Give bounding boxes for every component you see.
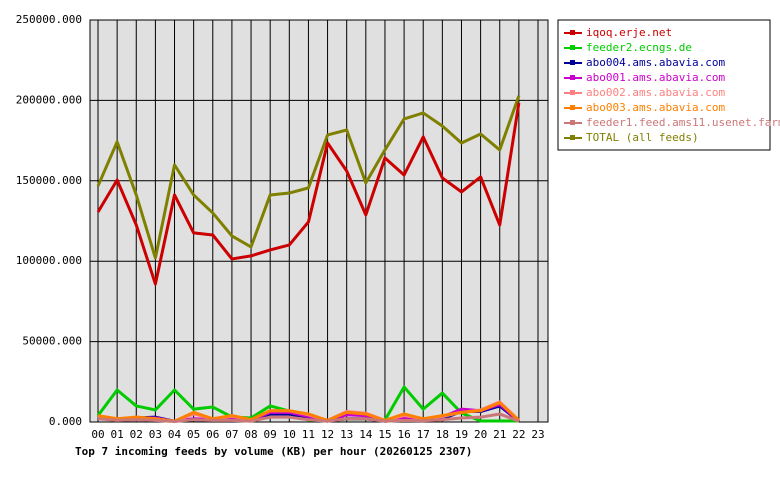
y-tick-label: 150000.000 [16, 174, 82, 187]
x-tick-label: 18 [436, 428, 449, 441]
legend-box [557, 19, 771, 151]
x-tick-label: 03 [149, 428, 162, 441]
legend-label: abo002.ams.abavia.com [586, 86, 725, 99]
x-tick-label: 02 [130, 428, 143, 441]
x-tick-label: 10 [283, 428, 296, 441]
legend-label: abo004.ams.abavia.com [586, 56, 725, 69]
x-tick-label: 09 [264, 428, 277, 441]
legend-marker [570, 60, 575, 65]
y-tick-label: 250000.000 [16, 13, 82, 26]
legend-marker [570, 30, 575, 35]
x-tick-label: 20 [474, 428, 487, 441]
x-tick-label: 08 [244, 428, 257, 441]
series-line [97, 412, 520, 424]
x-tick-label: 01 [111, 428, 124, 441]
x-tick-label: 19 [455, 428, 468, 441]
x-tick-label: 14 [359, 428, 373, 441]
legend-label: abo003.ams.abavia.com [586, 101, 725, 114]
legend-marker [570, 45, 575, 50]
legend-label: iqoq.erje.net [586, 26, 672, 39]
x-tick-label: 21 [493, 428, 506, 441]
plot-area [89, 19, 549, 423]
y-tick-label: 0.000 [49, 415, 82, 428]
x-tick-label: 15 [378, 428, 391, 441]
x-tick-label: 22 [512, 428, 525, 441]
legend-marker [570, 75, 575, 80]
y-tick-label: 50000.000 [22, 335, 82, 348]
legend-marker [570, 105, 575, 110]
series-line [96, 102, 521, 286]
x-tick-label: 23 [531, 428, 544, 441]
x-tick-label: 04 [168, 428, 182, 441]
x-tick-label: 06 [206, 428, 219, 441]
legend-label: abo001.ams.abavia.com [586, 71, 725, 84]
x-tick-label: 00 [91, 428, 104, 441]
y-tick-label: 200000.000 [16, 93, 82, 106]
x-tick-label: 12 [321, 428, 334, 441]
legend-label: feeder1.feed.ams11.usenet.farm [586, 116, 780, 129]
x-tick-label: 05 [187, 428, 200, 441]
legend-marker [570, 135, 575, 140]
legend-marker [570, 90, 575, 95]
legend-marker [570, 120, 575, 125]
series-line [96, 95, 521, 260]
x-tick-label: 13 [340, 428, 353, 441]
x-tick-label: 11 [302, 428, 315, 441]
chart-title: Top 7 incoming feeds by volume (KB) per … [75, 445, 472, 458]
x-tick-label: 07 [225, 428, 238, 441]
legend-label: feeder2.ecngs.de [586, 41, 692, 54]
y-tick-label: 100000.000 [16, 254, 82, 267]
legend-label: TOTAL (all feeds) [586, 131, 699, 144]
x-tick-label: 16 [397, 428, 410, 441]
x-tick-label: 17 [417, 428, 430, 441]
